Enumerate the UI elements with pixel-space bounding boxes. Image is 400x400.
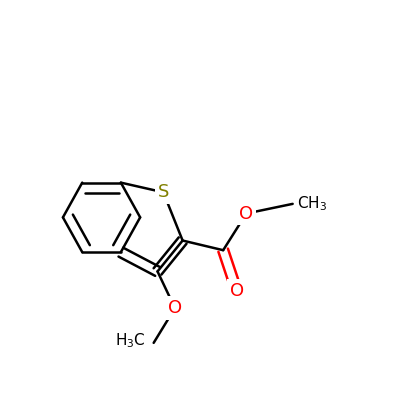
Text: CH$_3$: CH$_3$ — [296, 194, 327, 213]
Text: H$_3$C: H$_3$C — [115, 332, 146, 350]
Text: S: S — [158, 183, 169, 201]
Text: O: O — [168, 299, 182, 317]
Text: O: O — [239, 204, 253, 222]
Text: O: O — [230, 282, 244, 300]
